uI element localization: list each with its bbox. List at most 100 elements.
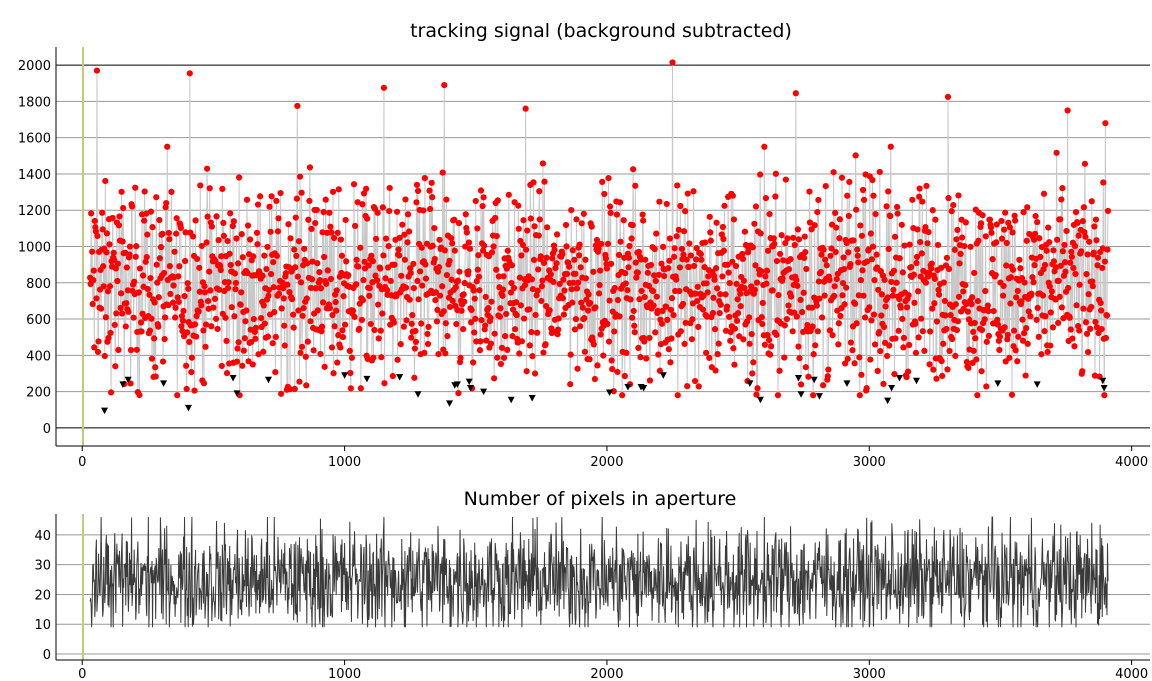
signal-point — [414, 277, 421, 284]
signal-point — [461, 298, 468, 305]
signal-point — [133, 346, 140, 353]
signal-point — [1083, 330, 1091, 337]
signal-point — [404, 211, 412, 218]
signal-point — [404, 239, 411, 246]
signal-point — [317, 350, 324, 358]
signal-point — [201, 283, 208, 290]
signal-point — [924, 240, 931, 247]
signal-point — [1094, 262, 1101, 269]
signal-point — [773, 257, 781, 265]
signal-point — [266, 203, 273, 210]
signal-point — [1061, 259, 1069, 266]
signal-point — [782, 239, 789, 247]
signal-point — [635, 248, 643, 255]
signal-point — [690, 262, 698, 270]
signal-point — [368, 252, 375, 259]
signal-point — [989, 256, 996, 263]
signal-point — [509, 332, 516, 340]
signal-point — [164, 143, 171, 150]
signal-point — [253, 229, 261, 236]
signal-point — [385, 243, 392, 250]
signal-point — [1050, 258, 1058, 265]
signal-point — [684, 190, 691, 197]
signal-point — [192, 333, 200, 340]
signal-point — [877, 348, 884, 355]
signal-point — [377, 265, 384, 272]
signal-point — [868, 317, 875, 324]
signal-point — [1098, 307, 1105, 314]
signal-point — [136, 391, 143, 399]
signal-point — [335, 186, 342, 193]
signal-point — [333, 307, 340, 314]
outlier-triangle — [414, 391, 422, 398]
signal-point — [1014, 287, 1021, 294]
signal-point — [817, 268, 825, 276]
signal-point — [155, 323, 162, 330]
signal-point — [847, 260, 854, 268]
signal-point — [925, 228, 932, 236]
signal-point — [1034, 304, 1041, 311]
outlier-triangle — [884, 397, 892, 405]
signal-point — [290, 324, 297, 331]
signal-point — [297, 279, 305, 286]
signal-point — [102, 177, 109, 185]
signal-point — [137, 319, 145, 326]
signal-point — [1035, 333, 1042, 340]
signal-point — [188, 354, 195, 361]
signal-point — [1072, 209, 1080, 216]
top-y-tick-labels: 0 200 400 600 800 1000 1200 1400 1600 1800 2000 — [18, 59, 51, 437]
signal-point — [475, 252, 482, 259]
signal-point — [320, 208, 327, 216]
signal-point — [927, 328, 934, 335]
signal-point — [387, 277, 394, 285]
top-x-tick-label: 1000 — [328, 455, 361, 470]
signal-point — [913, 253, 921, 260]
signal-point — [820, 246, 827, 253]
signal-point — [119, 310, 126, 317]
signal-point — [897, 304, 904, 311]
signal-point — [254, 241, 261, 248]
signal-point — [442, 320, 449, 327]
signal-point — [772, 193, 779, 200]
signal-point — [954, 318, 962, 325]
signal-point — [448, 276, 455, 283]
signal-point — [680, 228, 688, 235]
signal-point — [141, 217, 148, 224]
signal-point — [668, 295, 676, 302]
signal-point — [656, 198, 663, 205]
signal-point — [705, 273, 712, 280]
signal-point — [493, 232, 500, 240]
signal-point — [269, 340, 276, 347]
signal-point — [676, 264, 683, 271]
signal-point — [572, 270, 579, 277]
signal-point — [1046, 283, 1053, 290]
signal-point — [153, 261, 160, 268]
signal-point — [765, 336, 773, 344]
signal-point — [313, 206, 320, 214]
signal-point — [250, 316, 257, 323]
signal-point — [724, 261, 731, 268]
signal-point — [300, 304, 307, 312]
outlier-triangle — [124, 376, 132, 384]
signal-point — [912, 320, 919, 327]
signal-point — [796, 355, 803, 362]
signal-point — [293, 252, 300, 260]
signal-point — [762, 273, 769, 280]
signal-point — [284, 281, 291, 288]
signal-point — [389, 372, 396, 380]
signal-point — [123, 264, 130, 271]
signal-point — [1019, 337, 1027, 344]
signal-point — [785, 302, 792, 309]
signal-point — [470, 287, 477, 294]
signal-point — [763, 267, 771, 274]
signal-point — [733, 317, 741, 324]
signal-point — [1066, 314, 1073, 321]
signal-point — [396, 252, 403, 259]
signal-point — [678, 245, 686, 252]
signal-point — [946, 347, 953, 355]
signal-point — [293, 195, 300, 202]
signal-point — [781, 322, 788, 329]
signal-point — [934, 241, 942, 249]
signal-point — [1044, 348, 1051, 356]
signal-point — [559, 251, 566, 258]
